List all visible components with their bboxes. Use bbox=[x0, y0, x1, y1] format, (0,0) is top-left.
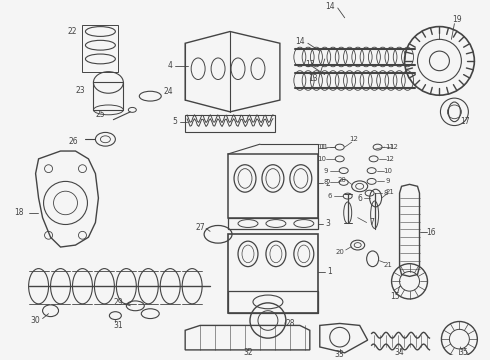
Text: 6: 6 bbox=[357, 194, 362, 203]
Text: 20: 20 bbox=[335, 249, 344, 255]
Bar bbox=[228, 234, 318, 313]
Text: 21: 21 bbox=[385, 189, 394, 195]
Text: 4: 4 bbox=[168, 61, 172, 70]
Text: 8: 8 bbox=[383, 190, 388, 196]
Text: 21: 21 bbox=[383, 262, 392, 268]
Text: 18: 18 bbox=[14, 208, 24, 217]
Text: 29: 29 bbox=[114, 298, 123, 307]
Text: 23: 23 bbox=[75, 86, 85, 95]
Text: 11: 11 bbox=[385, 144, 394, 150]
Bar bbox=[228, 154, 318, 218]
Text: 32: 32 bbox=[243, 348, 253, 357]
Text: 9: 9 bbox=[323, 168, 328, 174]
Text: 24: 24 bbox=[163, 87, 173, 96]
Text: 12: 12 bbox=[389, 144, 398, 150]
Text: 31: 31 bbox=[114, 321, 123, 330]
Text: 11: 11 bbox=[318, 144, 326, 150]
Text: 9: 9 bbox=[385, 179, 390, 184]
Bar bbox=[228, 291, 318, 313]
Text: 17: 17 bbox=[461, 117, 470, 126]
Text: 22: 22 bbox=[68, 27, 77, 36]
Text: 26: 26 bbox=[69, 137, 78, 146]
Text: 5: 5 bbox=[173, 117, 178, 126]
Bar bbox=[82, 24, 119, 72]
Text: 16: 16 bbox=[427, 228, 436, 237]
Text: 28: 28 bbox=[285, 319, 294, 328]
Text: 10: 10 bbox=[318, 156, 326, 162]
Text: 34: 34 bbox=[394, 348, 404, 357]
Text: 30: 30 bbox=[31, 316, 41, 325]
Text: 3: 3 bbox=[325, 219, 330, 228]
Text: 1: 1 bbox=[327, 267, 332, 276]
Bar bbox=[228, 218, 318, 229]
Text: 12: 12 bbox=[385, 156, 394, 162]
Text: 14: 14 bbox=[325, 1, 335, 10]
Text: 35: 35 bbox=[459, 348, 468, 357]
Text: 2: 2 bbox=[325, 179, 330, 188]
Text: 13: 13 bbox=[305, 60, 315, 69]
Text: 8: 8 bbox=[323, 179, 328, 185]
Text: 27: 27 bbox=[196, 223, 205, 232]
Text: 12: 12 bbox=[349, 136, 358, 142]
Bar bbox=[94, 82, 123, 110]
Text: 25: 25 bbox=[96, 110, 105, 119]
Text: 14: 14 bbox=[295, 37, 305, 46]
Text: 15: 15 bbox=[390, 292, 399, 301]
Text: 20: 20 bbox=[337, 177, 346, 183]
Text: 19: 19 bbox=[453, 15, 462, 24]
Bar bbox=[185, 115, 275, 132]
Text: 10: 10 bbox=[383, 168, 392, 174]
Text: 33: 33 bbox=[335, 350, 344, 359]
Text: 6: 6 bbox=[327, 193, 332, 199]
Text: 13: 13 bbox=[308, 74, 318, 83]
Text: 7: 7 bbox=[369, 218, 374, 227]
Text: 11: 11 bbox=[319, 144, 328, 150]
